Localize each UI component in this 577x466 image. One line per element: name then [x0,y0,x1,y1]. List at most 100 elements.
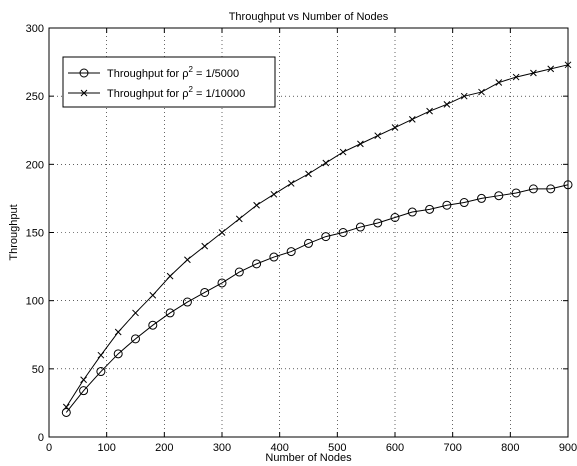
legend-label-suffix: = 1/5000 [193,68,239,80]
y-tick-label: 50 [32,364,44,376]
data-point-x [97,351,105,359]
ticks: 0 100 200 300 400 500 600 700 800 900 0 50 100 150 200… [26,23,577,454]
data-point-x [253,201,260,209]
chart-title: Throughput vs Number of Nodes [229,11,389,23]
data-point-circle [442,200,452,210]
x-tick-label: 400 [270,442,288,454]
data-point-circle [113,349,123,359]
data-point-circle [338,228,348,237]
data-point-circle [477,193,486,203]
data-point-circle [355,222,365,232]
x-tick-label: 200 [155,442,173,454]
data-point-circle [252,259,262,269]
data-point-x [62,403,70,411]
data-point-circle [286,247,296,257]
data-point-x [287,180,295,187]
legend-label-prefix: Throughput for ρ [107,88,188,100]
series-layer [61,61,573,417]
y-axis-label: Throughput [8,204,20,260]
legend-item: Throughput for ρ2 = 1/5000 [68,65,239,80]
data-point-x [495,79,503,86]
data-point-x [460,92,468,100]
data-point-circle [148,320,158,330]
data-point-circle [79,68,89,78]
data-point-circle [321,232,331,242]
y-tick-label: 0 [38,432,44,444]
data-point-x [530,69,537,77]
legend-label-suffix: = 1/10000 [193,88,245,100]
data-point-circle [425,204,435,214]
data-point-x [357,140,364,148]
y-tick-label: 200 [26,159,44,171]
x-tick-label: 900 [559,442,577,454]
legend-label-sup: 2 [188,85,193,94]
data-point-x [235,215,243,223]
y-tick-label: 250 [26,91,44,103]
data-point-circle [269,252,279,262]
data-point-x [339,148,347,156]
data-point-circle [165,308,175,318]
x-tick-label: 800 [501,442,519,454]
data-point-x [80,89,88,97]
legend-label-sup: 2 [188,65,193,74]
data-point-circle [511,188,521,198]
data-point-x [564,61,572,69]
data-point-circle [96,367,106,377]
data-point-x [374,132,382,140]
data-point-x [322,159,330,167]
data-point-circle [234,267,244,277]
data-point-circle [79,386,89,396]
legend-label-prefix: Throughput for ρ [107,68,188,80]
y-tick-label: 300 [26,23,44,35]
data-point-x [443,100,451,108]
data-point-circle [390,213,400,223]
data-point-x [270,190,278,198]
y-tick-label: 150 [26,228,44,240]
series-line [65,184,569,413]
data-point-circle [182,297,192,307]
data-point-circle [373,218,383,228]
data-point-x [132,309,139,317]
legend-box [62,56,276,108]
data-point-circle [494,191,504,201]
data-point-circle [546,184,556,194]
y-tick-label: 100 [26,296,44,308]
x-tick-label: 500 [328,442,346,454]
data-point-circle [131,334,140,344]
x-tick-label: 100 [97,442,115,454]
data-point-x [426,107,433,115]
data-point-x [184,256,191,264]
x-tick-label: 0 [46,442,52,454]
x-tick-label: 300 [213,442,231,454]
legend-label: Throughput for ρ2 = 1/5000 [107,65,239,80]
data-point-x [305,170,312,178]
legend-label: Throughput for ρ2 = 1/10000 [107,85,245,100]
series-2 [62,61,572,411]
data-point-circle [459,198,469,208]
data-point-circle [217,278,227,288]
data-point-circle [407,207,417,217]
data-point-x [114,328,122,336]
data-point-x [166,272,174,280]
x-axis-label: Number of Nodes [265,452,352,464]
x-tick-label: 700 [443,442,461,454]
x-tick-label: 600 [386,442,404,454]
data-point-circle [528,184,538,194]
data-point-x [478,88,485,96]
data-point-circle [200,287,210,297]
data-point-x [547,65,555,73]
data-point-circle [563,180,573,190]
data-point-x [391,124,399,131]
data-point-x [512,73,520,81]
data-point-x [201,242,209,250]
data-point-x [218,229,226,236]
series-1 [61,180,573,417]
data-point-circle [61,407,71,417]
data-point-x [80,376,87,384]
legend-item: Throughput for ρ2 = 1/10000 [68,85,245,100]
data-point-x [149,291,157,299]
data-point-circle [304,238,313,248]
data-point-x [408,115,416,123]
